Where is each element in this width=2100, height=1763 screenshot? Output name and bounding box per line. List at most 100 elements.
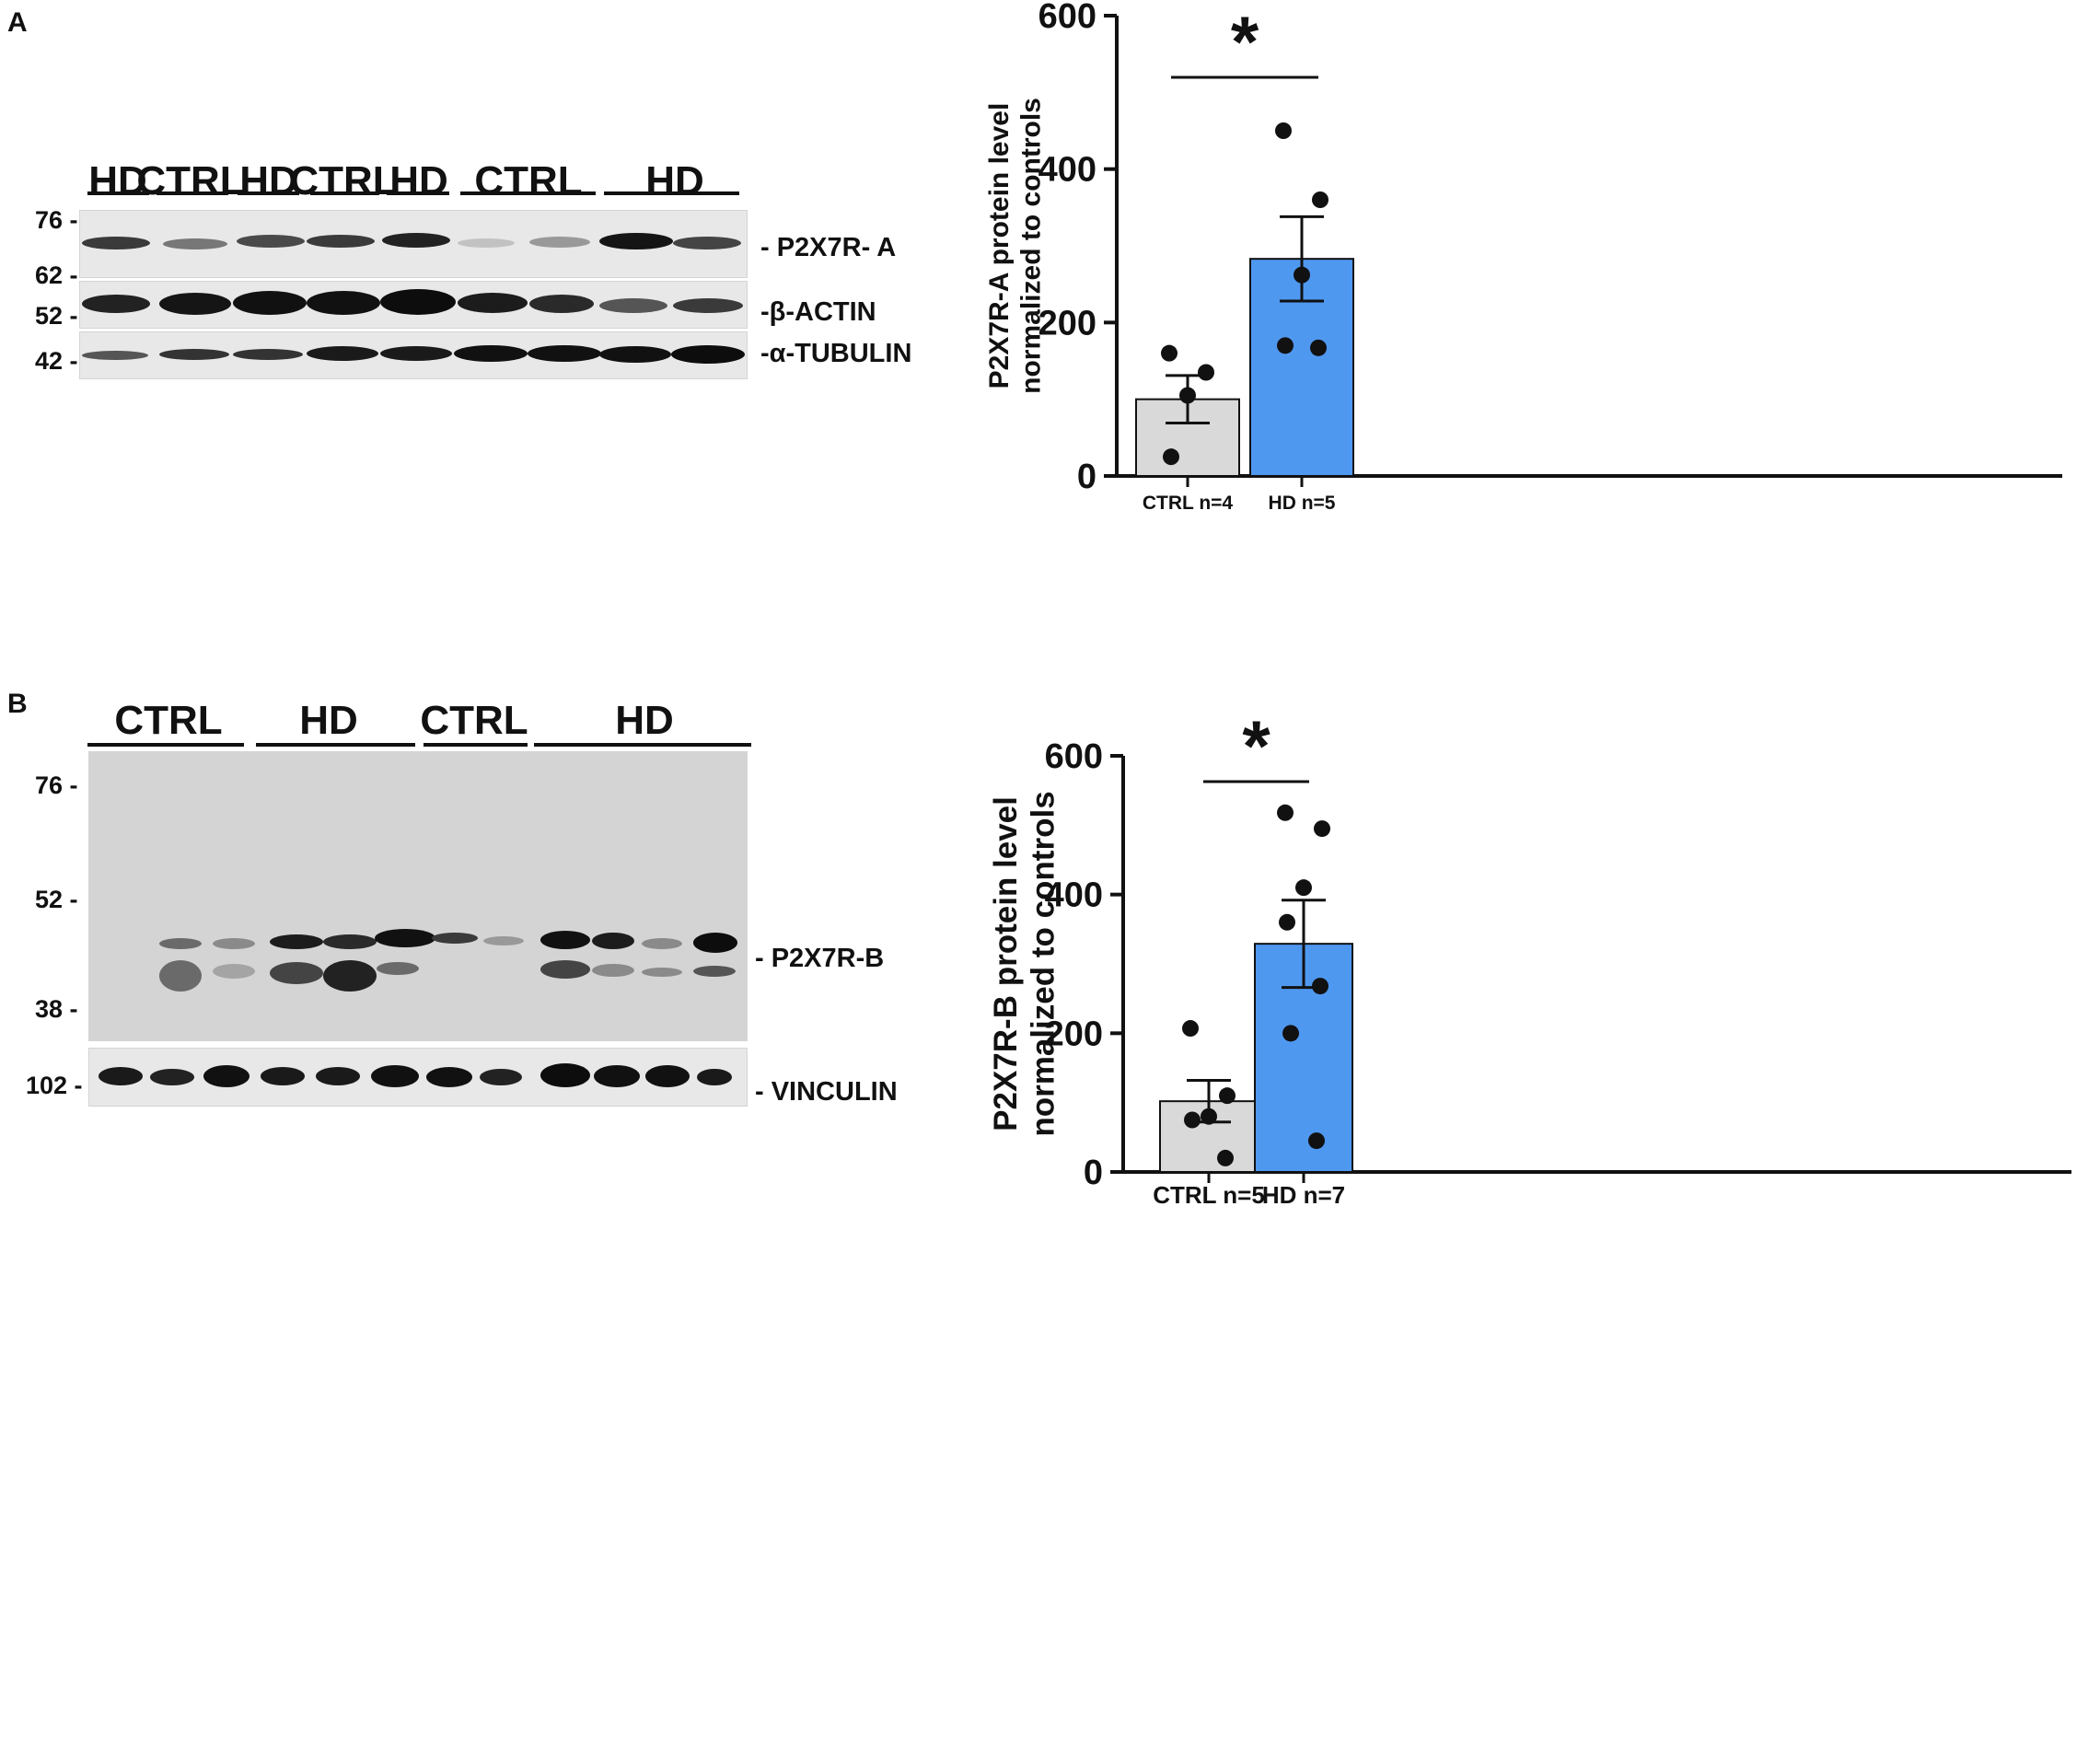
band [540, 960, 590, 979]
band [432, 933, 478, 944]
lane-group-bar [87, 191, 149, 195]
data-point [1275, 122, 1292, 139]
band [599, 298, 667, 313]
band [528, 345, 601, 362]
band [307, 235, 375, 248]
band [159, 349, 229, 360]
y-tick-label: 200 [1038, 304, 1096, 342]
blot-strip-beta-actin [79, 281, 748, 329]
data-point [1295, 879, 1312, 897]
y-tick-label: 200 [1045, 1015, 1103, 1053]
data-point [1310, 339, 1327, 356]
band [458, 293, 528, 313]
band [426, 1067, 472, 1087]
band [697, 1069, 732, 1085]
lane-group-bar [534, 743, 751, 747]
mw-marker: 76 - [35, 771, 78, 799]
y-tick-label: 600 [1038, 0, 1096, 36]
data-point [1308, 1132, 1325, 1150]
band [594, 1065, 640, 1087]
y-axis-label-line: normalized to controls [1025, 791, 1061, 1136]
lane-group-label: CTRL [474, 158, 583, 203]
band [380, 289, 456, 315]
data-point [1312, 978, 1328, 995]
lane-group-label: CTRL [420, 698, 528, 743]
band [642, 968, 682, 977]
data-point [1198, 364, 1214, 381]
band [150, 1069, 194, 1085]
y-tick-label: 0 [1084, 1154, 1103, 1192]
band [592, 933, 634, 949]
band [323, 960, 377, 992]
mw-marker: 42 - [35, 347, 78, 375]
band [270, 934, 323, 949]
lane-group-label: CTRL [114, 698, 223, 743]
lane-group-bar [460, 191, 596, 195]
data-point [1163, 448, 1179, 466]
band [673, 237, 741, 249]
x-category-label: CTRL n=4 [1143, 493, 1234, 514]
mw-marker: 52 - [35, 302, 78, 330]
y-axis-label: P2X7R-A protein levelnormalized to contr… [984, 98, 1047, 394]
lane-group-bar [256, 743, 415, 747]
lane-group-label: HD [615, 698, 674, 743]
data-point [1279, 913, 1295, 931]
band [307, 346, 378, 361]
x-category-label: CTRL n=5 [1153, 1181, 1265, 1209]
data-point [1312, 191, 1328, 208]
mw-marker: 62 - [35, 261, 78, 289]
band [159, 293, 231, 315]
band [480, 1069, 522, 1085]
data-point [1161, 344, 1178, 362]
data-point [1282, 1025, 1299, 1042]
y-axis-label-line: normalized to controls [1016, 98, 1047, 394]
band [371, 1065, 419, 1087]
lane-group-bar [604, 191, 739, 195]
mw-marker: 38 - [35, 995, 78, 1023]
band [529, 237, 590, 248]
band [540, 1063, 590, 1087]
band [237, 235, 305, 248]
band [323, 934, 377, 949]
band [599, 346, 671, 363]
blot-strip-vinculin [88, 1048, 748, 1107]
band [99, 1067, 143, 1085]
band [693, 966, 736, 977]
band [380, 346, 452, 361]
data-point [1217, 1149, 1234, 1166]
band [233, 349, 303, 360]
panel-a-letter: A [7, 7, 28, 38]
data-point [1201, 1108, 1217, 1125]
band [642, 938, 682, 949]
band-label: - P2X7R- A [760, 233, 897, 262]
lane-group-label: CTRL [136, 158, 245, 203]
band [270, 962, 323, 984]
band [261, 1067, 305, 1085]
band [307, 291, 380, 315]
band [82, 237, 150, 249]
band [213, 964, 255, 979]
x-category-label: HD n=5 [1269, 493, 1336, 514]
lane-group-bar [157, 191, 228, 195]
band [159, 960, 202, 992]
y-tick-label: 400 [1045, 876, 1103, 915]
lane-group-bar [310, 191, 379, 195]
y-axis-label-line: P2X7R-A protein level [984, 103, 1015, 389]
lane-group-bar [87, 743, 244, 747]
y-tick-label: 0 [1077, 458, 1096, 496]
band [203, 1065, 249, 1087]
band [377, 962, 419, 975]
band [671, 345, 745, 364]
y-axis-label-line: P2X7R-B protein level [988, 796, 1024, 1131]
lane-group-label: HD [299, 698, 358, 743]
band-label: - P2X7R-B [755, 944, 885, 973]
band [645, 1065, 690, 1087]
blot-strip-p2x7r-a [79, 210, 748, 278]
band [159, 938, 202, 949]
band [529, 295, 594, 313]
data-point [1219, 1087, 1236, 1105]
band [693, 933, 737, 953]
blot-strip-alpha-tubulin [79, 331, 748, 379]
lane-group-bar [238, 191, 299, 195]
lane-group-label: HD [389, 158, 448, 203]
